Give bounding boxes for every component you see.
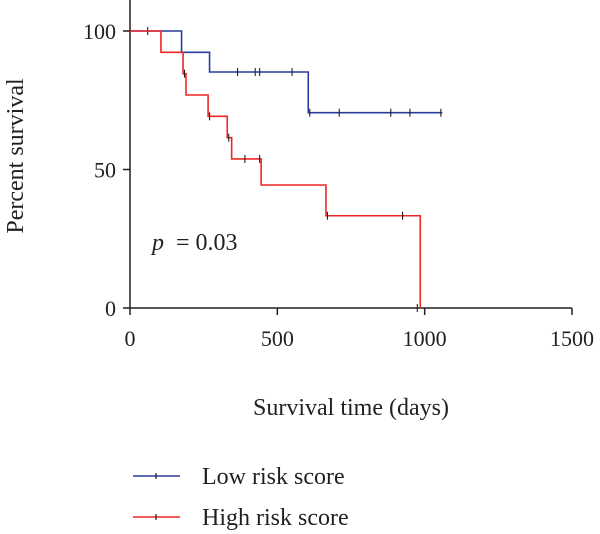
series-layer (130, 27, 443, 312)
legend-item-low-risk: Low risk score (133, 464, 345, 490)
y-axis-title: Percent survival (3, 78, 29, 234)
survival-curve-low-risk-score (130, 30, 443, 114)
y-axis-ticks: 0 50 100 (83, 19, 130, 321)
x-tick-label: 1500 (550, 326, 594, 351)
y-tick-label: 50 (94, 158, 116, 183)
p-value-annotation: p = 0.03 (150, 230, 238, 256)
p-value-symbol: p (150, 230, 164, 256)
y-tick-label: 100 (83, 19, 116, 44)
y-tick-label: 0 (105, 296, 116, 321)
x-axis-title: Survival time (days) (253, 395, 449, 421)
x-tick-label: 0 (125, 326, 136, 351)
x-tick-label: 1000 (403, 326, 447, 351)
x-tick-label: 500 (261, 326, 294, 351)
x-axis-ticks: 0 500 1000 1500 (125, 308, 594, 351)
legend-item-high-risk: High risk score (133, 505, 349, 531)
series-high-risk-score (130, 30, 422, 312)
survival-curve-high-risk-score (130, 30, 422, 308)
legend: Low risk score High risk score (133, 464, 349, 531)
legend-label-low-risk: Low risk score (202, 464, 345, 490)
series-low-risk-score (130, 27, 443, 117)
p-value-text: = 0.03 (176, 230, 238, 256)
legend-label-high-risk: High risk score (202, 505, 349, 531)
